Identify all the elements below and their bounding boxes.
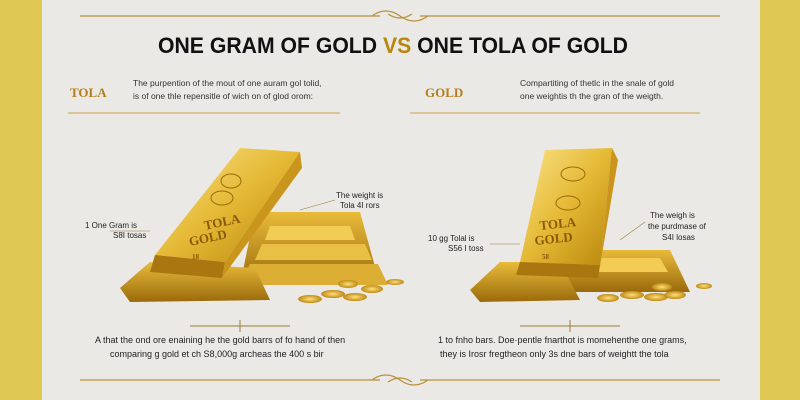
title-right: ONE TOLA OF GOLD	[417, 33, 628, 58]
bar-text: GOLD	[534, 229, 574, 248]
bar-text: 58	[542, 253, 550, 261]
gold-bars-right: TOLA GOLD 58	[470, 148, 712, 302]
callout: the purdmase of	[648, 222, 707, 231]
description: is of one thle repensitle of wich on of …	[133, 91, 313, 101]
callout: 10 gg Tolal is	[428, 234, 475, 243]
footer-text: 1 to fnho bars. Doe·pentle fnarthot is m…	[438, 335, 687, 345]
description: The purpention of the mout of one auram …	[133, 78, 322, 88]
callout: The weigh is	[650, 211, 695, 220]
callout: S56 I toss	[448, 244, 484, 253]
leader	[299, 199, 336, 211]
footer-text: A that the ond ore enaining he the gold …	[95, 335, 345, 345]
title: ONE GRAM OF GOLD VS ONE TOLA OF GOLD	[158, 33, 628, 58]
bar-text: 18	[192, 253, 200, 261]
bar-text: TOLA	[539, 214, 578, 233]
title-left: ONE GRAM OF GOLD	[158, 33, 377, 58]
tag: GOLD	[425, 85, 463, 100]
title-vs: VS	[383, 33, 411, 58]
panel	[42, 0, 760, 400]
footer-text: they is Irosr fregtheon only 3s dne bars…	[440, 349, 669, 359]
description: Compartiting of thetlc in the snale of g…	[520, 78, 674, 88]
footer-text: comparing g gold et ch S8,000g archeas t…	[110, 349, 324, 359]
ornament-top	[80, 10, 720, 22]
description: one weightis th the gran of the weigth.	[520, 91, 663, 101]
callout: The weight is	[336, 191, 383, 200]
leader	[619, 221, 646, 241]
gold-bars-left: TOLA GOLD 18	[120, 148, 404, 303]
callout: S8I tosas	[113, 231, 146, 240]
callout: Tola 4I rors	[340, 201, 380, 210]
tag: TOLA	[70, 85, 107, 100]
ornament-bottom	[80, 374, 720, 386]
callout: 1 One Gram is	[85, 221, 137, 230]
callout: S4I losas	[662, 233, 695, 242]
